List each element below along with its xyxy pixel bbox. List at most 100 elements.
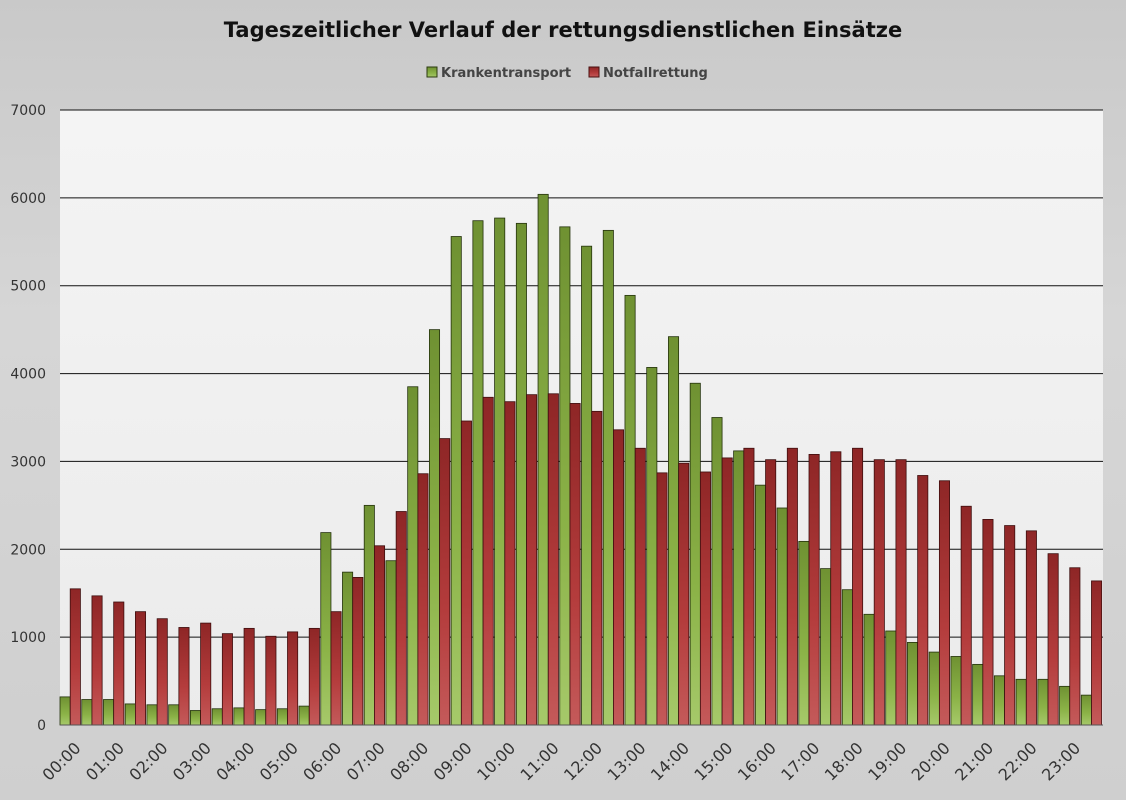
x-tick-label: 18:00 <box>821 738 867 784</box>
bar-krankentransport-21 <box>515 222 527 726</box>
bar-notfallrettung-38 <box>895 459 907 726</box>
x-tick-label: 10:00 <box>473 738 519 784</box>
bar-krankentransport-3 <box>124 703 136 726</box>
y-tick-label: 3000 <box>10 454 46 470</box>
x-tick-label: 16:00 <box>734 738 780 784</box>
bar-krankentransport-11 <box>298 705 310 726</box>
bar-notfallrettung-5 <box>178 627 190 726</box>
y-tick-label: 7000 <box>10 103 46 119</box>
bar-krankentransport-37 <box>863 613 875 726</box>
bar-krankentransport-30 <box>711 417 723 726</box>
x-tick-label: 02:00 <box>125 738 171 784</box>
bar-notfallrettung-32 <box>765 459 777 726</box>
legend: Krankentransport Notfallrettung <box>426 66 708 81</box>
bar-krankentransport-38 <box>885 630 897 726</box>
x-tick-label: 15:00 <box>690 738 736 784</box>
bar-krankentransport-29 <box>689 382 701 726</box>
bar-notfallrettung-28 <box>678 462 690 726</box>
bar-krankentransport-32 <box>754 484 766 726</box>
legend-swatch-notfallrettung <box>588 66 600 78</box>
bar-krankentransport-2 <box>103 699 115 726</box>
bar-notfallrettung-21 <box>526 394 538 726</box>
bar-notfallrettung-15 <box>395 511 407 726</box>
bar-krankentransport-39 <box>907 642 919 726</box>
x-tick-label: 17:00 <box>777 738 823 784</box>
bar-notfallrettung-24 <box>591 410 603 726</box>
bar-krankentransport-28 <box>668 336 680 726</box>
bar-krankentransport-14 <box>363 504 375 726</box>
bar-krankentransport-1 <box>81 699 93 726</box>
bar-krankentransport-27 <box>646 367 658 726</box>
x-tick-label: 23:00 <box>1038 738 1084 784</box>
bar-krankentransport-40 <box>928 651 940 726</box>
y-tick-label: 2000 <box>10 542 46 558</box>
bar-krankentransport-4 <box>146 704 158 726</box>
bars <box>59 193 1103 726</box>
bar-notfallrettung-34 <box>808 453 820 726</box>
bar-notfallrettung-25 <box>613 429 625 726</box>
bar-krankentransport-17 <box>428 329 441 726</box>
bar-notfallrettung-17 <box>439 438 451 726</box>
x-tick-label: 04:00 <box>212 738 258 784</box>
bar-notfallrettung-47 <box>1091 580 1103 726</box>
bar-notfallrettung-26 <box>634 447 646 726</box>
bar-krankentransport-24 <box>581 245 593 726</box>
bar-notfallrettung-0 <box>69 588 81 726</box>
x-tick-label: 08:00 <box>386 738 432 784</box>
bar-notfallrettung-40 <box>938 480 950 726</box>
bar-krankentransport-45 <box>1037 678 1049 726</box>
bar-krankentransport-23 <box>559 226 571 726</box>
bar-krankentransport-35 <box>820 568 832 726</box>
legend-label-notfallrettung: Notfallrettung <box>603 66 708 81</box>
legend-swatch-krankentransport <box>426 66 438 78</box>
bar-krankentransport-6 <box>189 710 201 726</box>
x-tick-label: 03:00 <box>169 738 215 784</box>
y-tick-label: 4000 <box>10 367 46 383</box>
x-tick-label: 13:00 <box>603 738 649 784</box>
bar-krankentransport-31 <box>733 450 745 726</box>
bar-notfallrettung-29 <box>699 471 711 726</box>
bar-notfallrettung-27 <box>656 472 668 726</box>
bar-notfallrettung-6 <box>200 622 212 726</box>
bar-krankentransport-25 <box>602 229 614 726</box>
x-tick-label: 01:00 <box>82 738 128 784</box>
bar-krankentransport-5 <box>168 704 180 726</box>
bar-krankentransport-12 <box>320 532 332 726</box>
bar-notfallrettung-35 <box>830 451 842 726</box>
x-tick-label: 12:00 <box>560 738 606 784</box>
bar-notfallrettung-4 <box>156 618 168 726</box>
bar-notfallrettung-41 <box>960 505 972 726</box>
bar-krankentransport-10 <box>276 708 288 726</box>
x-tick-label: 22:00 <box>995 738 1041 784</box>
x-tick-label: 09:00 <box>430 738 476 784</box>
bar-notfallrettung-7 <box>221 633 233 726</box>
bar-notfallrettung-19 <box>482 396 494 726</box>
bar-notfallrettung-43 <box>1004 525 1016 726</box>
y-tick-label: 5000 <box>10 279 46 295</box>
bar-krankentransport-15 <box>385 560 397 726</box>
bar-notfallrettung-3 <box>134 611 147 726</box>
bar-notfallrettung-45 <box>1047 553 1059 726</box>
bar-krankentransport-18 <box>450 236 462 726</box>
y-tick-label: 0 <box>37 718 46 734</box>
bar-notfallrettung-9 <box>265 635 277 726</box>
bar-krankentransport-36 <box>841 589 853 726</box>
bar-krankentransport-44 <box>1015 678 1027 726</box>
bar-krankentransport-41 <box>950 656 962 726</box>
x-tick-label: 00:00 <box>39 738 85 784</box>
chart-title: Tageszeitlicher Verlauf der rettungsdien… <box>224 18 902 42</box>
bar-notfallrettung-37 <box>873 459 885 726</box>
x-tick-label: 07:00 <box>343 738 389 784</box>
bar-krankentransport-0 <box>59 696 71 726</box>
bar-notfallrettung-23 <box>569 403 581 726</box>
legend-label-krankentransport: Krankentransport <box>441 66 571 81</box>
bar-notfallrettung-11 <box>308 627 320 726</box>
x-tick-label: 21:00 <box>951 738 997 784</box>
bar-notfallrettung-16 <box>417 473 429 726</box>
bar-notfallrettung-8 <box>243 627 255 726</box>
bar-krankentransport-7 <box>211 708 223 726</box>
bar-notfallrettung-46 <box>1069 567 1081 726</box>
bar-notfallrettung-20 <box>504 401 516 726</box>
bar-krankentransport-26 <box>624 294 636 726</box>
